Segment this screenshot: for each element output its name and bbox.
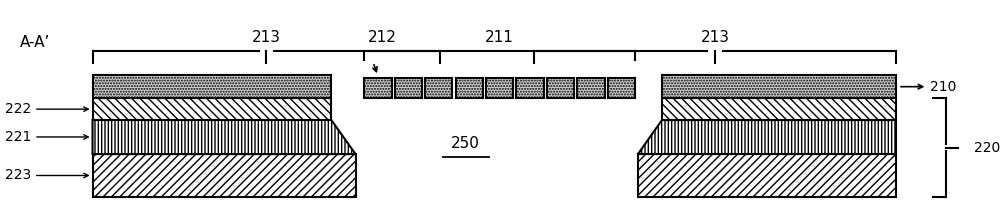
Polygon shape	[662, 98, 896, 120]
Text: 221: 221	[5, 130, 88, 144]
Text: 220: 220	[974, 141, 1000, 155]
Polygon shape	[93, 154, 356, 197]
Polygon shape	[638, 154, 896, 197]
FancyBboxPatch shape	[577, 78, 605, 98]
Polygon shape	[93, 120, 356, 154]
FancyBboxPatch shape	[364, 78, 392, 98]
FancyBboxPatch shape	[395, 78, 422, 98]
Text: 212: 212	[368, 30, 397, 45]
Text: A-A’: A-A’	[19, 35, 50, 50]
Polygon shape	[638, 120, 896, 154]
Text: 222: 222	[5, 102, 88, 116]
Polygon shape	[93, 98, 331, 120]
Text: 210: 210	[930, 80, 957, 94]
FancyBboxPatch shape	[608, 78, 635, 98]
FancyBboxPatch shape	[456, 78, 483, 98]
FancyBboxPatch shape	[425, 78, 452, 98]
Polygon shape	[93, 75, 331, 98]
FancyBboxPatch shape	[547, 78, 574, 98]
FancyBboxPatch shape	[516, 78, 544, 98]
Text: 213: 213	[700, 30, 729, 45]
Text: 211: 211	[485, 30, 514, 45]
Polygon shape	[662, 75, 896, 98]
Text: 223: 223	[5, 168, 88, 183]
Text: 213: 213	[252, 30, 281, 45]
Text: 250: 250	[451, 136, 480, 151]
FancyBboxPatch shape	[486, 78, 513, 98]
